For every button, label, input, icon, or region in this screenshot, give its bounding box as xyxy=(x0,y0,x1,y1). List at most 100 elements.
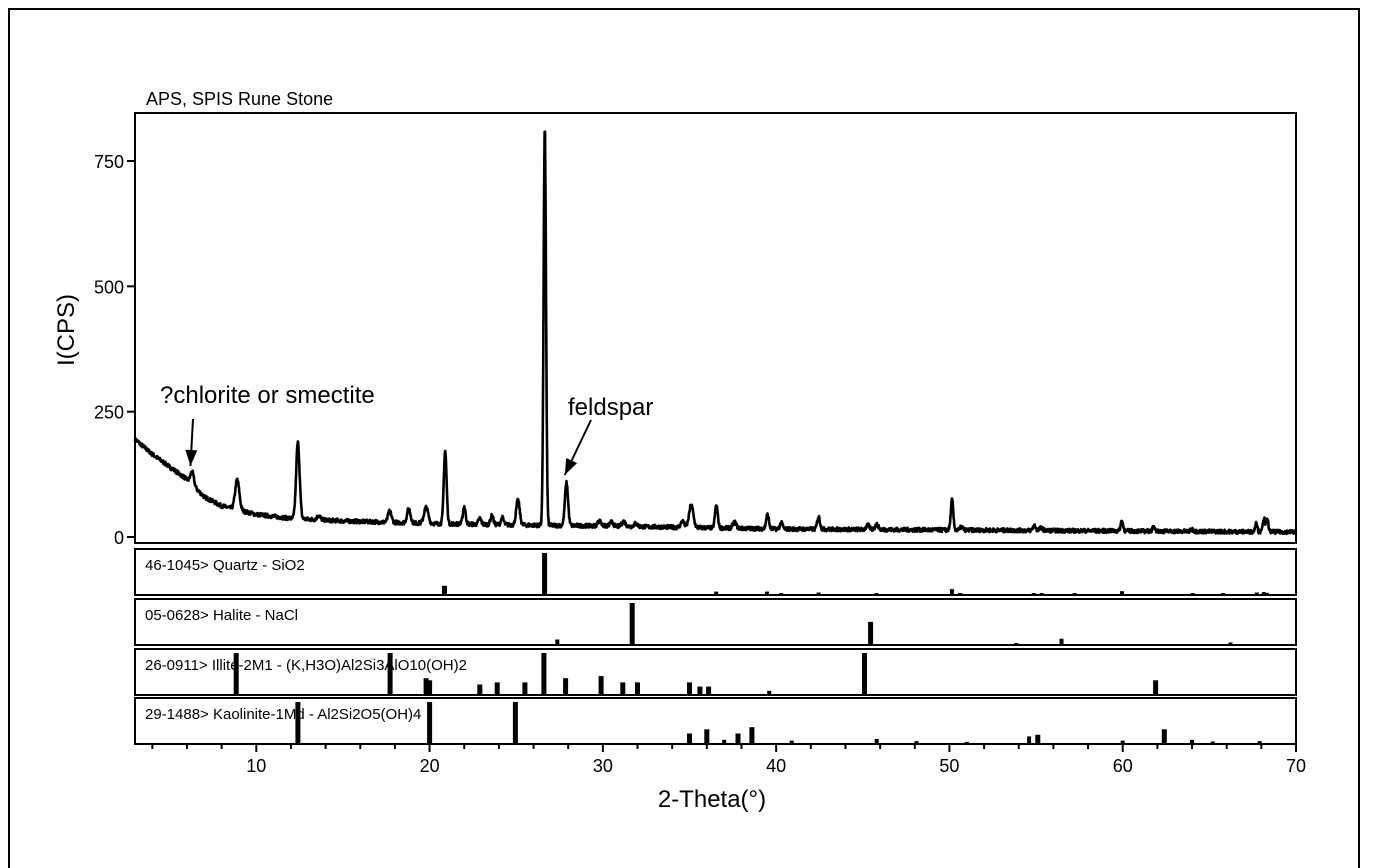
reference-stick xyxy=(541,653,547,695)
reference-stick xyxy=(767,690,772,695)
reference-stick xyxy=(1027,736,1032,744)
reference-stick xyxy=(1120,591,1124,595)
y-tick-label: 250 xyxy=(94,403,124,423)
y-tick-label: 0 xyxy=(114,528,124,548)
reference-stick xyxy=(697,686,703,695)
reference-stick xyxy=(1072,593,1077,595)
reference-stick xyxy=(1261,592,1266,595)
reference-stick xyxy=(1161,729,1167,744)
x-tick-label: 40 xyxy=(766,756,786,776)
reference-stick xyxy=(423,678,429,695)
reference-stick xyxy=(1221,593,1225,595)
annotation-label: ?chlorite or smectite xyxy=(160,382,375,409)
reference-panel-box xyxy=(134,548,1297,596)
annotation-label: feldspar xyxy=(568,394,653,421)
annotation-arrowhead xyxy=(564,457,578,475)
reference-stick xyxy=(477,684,483,695)
reference-stick xyxy=(1257,741,1262,744)
reference-stick xyxy=(1014,643,1019,645)
reference-stick xyxy=(1120,740,1125,744)
reference-stick xyxy=(563,678,569,695)
y-tick-label: 500 xyxy=(94,277,124,297)
reference-stick xyxy=(714,591,719,595)
reference-stick xyxy=(914,741,919,744)
reference-stick xyxy=(949,589,954,595)
xrd-chart: APS, SPIS Rune Stone 0 250 500 750 I(CPS) ?… xyxy=(53,89,1306,813)
reference-label: 46-1045> Quartz - SiO2 xyxy=(145,557,305,574)
reference-stick xyxy=(494,682,500,695)
reference-panel-box xyxy=(134,598,1297,646)
reference-stick xyxy=(779,593,784,595)
reference-stick xyxy=(1059,638,1064,645)
reference-stick xyxy=(427,680,433,695)
reference-stick xyxy=(1031,593,1036,595)
reference-stick xyxy=(704,729,710,744)
reference-panel-box xyxy=(134,697,1297,745)
reference-stick xyxy=(1190,593,1195,595)
reference-panel: 05-0628> Halite - NaCl xyxy=(134,598,1297,646)
x-tick-label: 50 xyxy=(939,756,959,776)
reference-stick xyxy=(1035,734,1041,744)
reference-stick xyxy=(789,740,794,744)
reference-stick xyxy=(629,603,635,645)
reference-stick xyxy=(598,676,604,695)
reference-stick xyxy=(958,593,963,595)
y-axis-label: I(CPS) xyxy=(53,294,80,366)
x-axis: 10 20 30 40 50 60 70 xyxy=(151,744,1306,776)
reference-panels: 46-1045> Quartz - SiO2 05-0628> Halite - … xyxy=(134,548,1297,745)
reference-stick xyxy=(1210,741,1215,744)
x-axis-label: 2-Theta(°) xyxy=(658,786,766,813)
reference-stick xyxy=(522,682,528,695)
reference-stick xyxy=(1264,592,1269,595)
diffraction-trace xyxy=(133,130,1298,536)
reference-stick xyxy=(1039,593,1044,595)
figure-frame xyxy=(8,8,1360,868)
reference-stick xyxy=(1228,642,1233,645)
annotations: ?chlorite or smectite feldspar xyxy=(160,382,653,476)
reference-stick xyxy=(295,702,301,744)
reference-stick xyxy=(862,653,867,695)
reference-stick xyxy=(735,733,741,744)
reference-stick xyxy=(233,653,239,695)
reference-label: 29-1488> Kaolinite-1Md - Al2Si2O5(OH)4 xyxy=(145,706,421,723)
x-tick-label: 60 xyxy=(1113,756,1133,776)
reference-panel-box xyxy=(134,648,1297,696)
reference-stick xyxy=(749,727,755,744)
x-tick-label: 10 xyxy=(246,756,266,776)
reference-stick xyxy=(765,591,769,595)
plot-area xyxy=(134,112,1297,544)
x-tick-label: 70 xyxy=(1286,756,1306,776)
reference-stick xyxy=(387,653,393,695)
x-tick-label: 20 xyxy=(420,756,440,776)
reference-stick xyxy=(706,686,712,695)
reference-stick xyxy=(868,621,874,645)
reference-stick xyxy=(512,702,518,744)
reference-stick xyxy=(1254,592,1259,595)
y-axis: 0 250 500 750 xyxy=(94,152,135,548)
reference-stick xyxy=(722,739,727,744)
reference-stick xyxy=(427,702,433,744)
reference-stick xyxy=(964,741,969,744)
reference-panel: 29-1488> Kaolinite-1Md - Al2Si2O5(OH)4 xyxy=(134,697,1297,745)
reference-stick xyxy=(874,739,879,744)
reference-stick xyxy=(874,593,879,595)
reference-stick xyxy=(687,733,692,744)
reference-panel: 46-1045> Quartz - SiO2 xyxy=(134,548,1297,596)
reference-stick xyxy=(816,592,821,595)
reference-stick xyxy=(635,682,640,695)
reference-stick xyxy=(542,553,548,595)
trace-line xyxy=(133,130,1298,536)
x-tick-label: 30 xyxy=(593,756,613,776)
reference-stick xyxy=(442,585,447,595)
reference-label: 05-0628> Halite - NaCl xyxy=(145,607,298,624)
reference-stick xyxy=(620,682,626,695)
chart-title: APS, SPIS Rune Stone xyxy=(146,89,333,109)
reference-stick xyxy=(1153,680,1159,695)
reference-label: 26-0911> Illite-2M1 - (K,H3O)Al2Si3AlO10… xyxy=(145,657,467,674)
reference-panel: 26-0911> Illite-2M1 - (K,H3O)Al2Si3AlO10… xyxy=(134,648,1297,696)
reference-stick xyxy=(555,639,560,645)
reference-stick xyxy=(687,682,692,695)
reference-stick xyxy=(1190,739,1194,744)
annotation-arrowhead xyxy=(185,449,198,466)
y-tick-label: 750 xyxy=(94,152,124,172)
